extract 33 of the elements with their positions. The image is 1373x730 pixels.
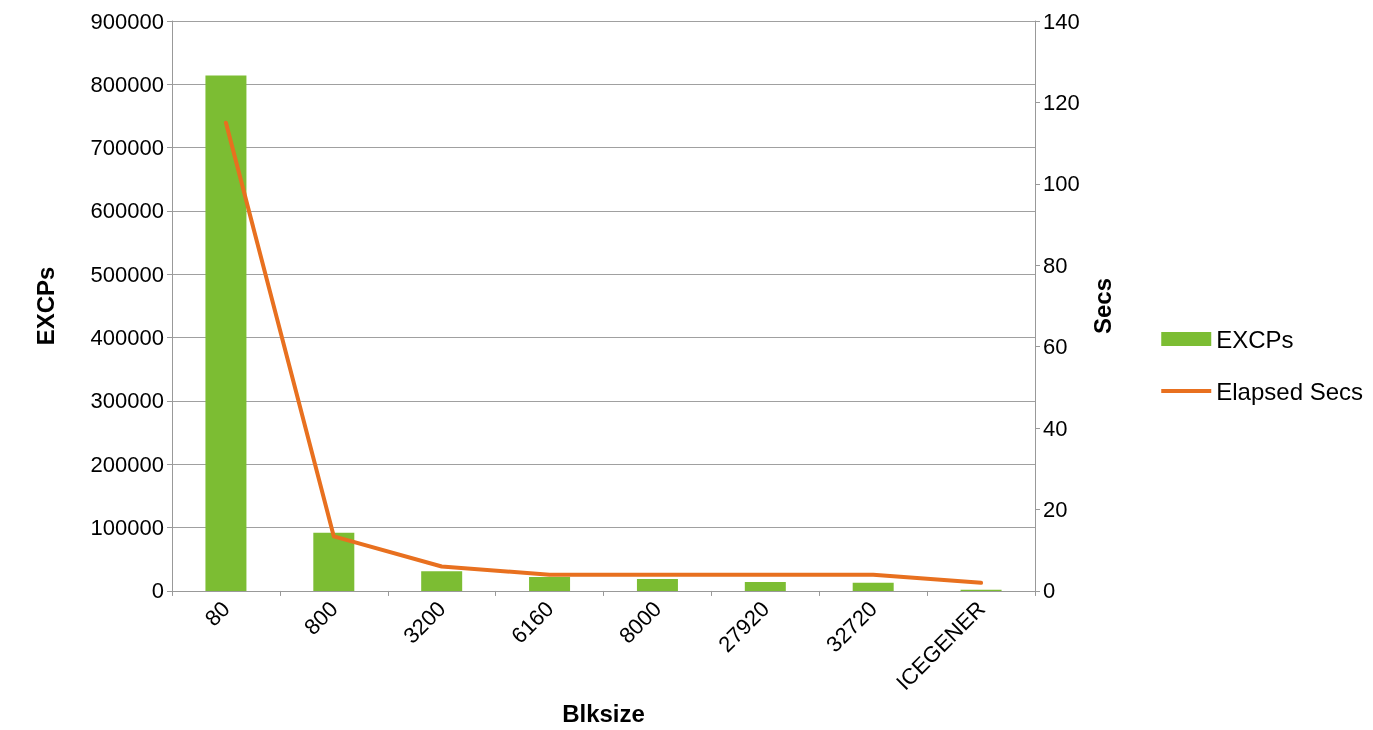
- y2-tick-label: 20: [1043, 497, 1068, 523]
- y2-axis-title: Secs: [1089, 277, 1117, 334]
- y-tick-label: 500000: [90, 261, 164, 287]
- y-tick-label: 800000: [90, 71, 164, 97]
- x-tick-label: 80: [199, 596, 235, 632]
- line-series: [223, 120, 984, 585]
- y-axis-title: EXCPs: [31, 266, 59, 346]
- y-tick-label: 0: [151, 578, 164, 604]
- legend-label: EXCPs: [1216, 325, 1294, 353]
- y-tick-label: 400000: [90, 325, 164, 351]
- legend-label: Elapsed Secs: [1216, 377, 1364, 405]
- y-tick-label: 200000: [90, 451, 164, 477]
- y-tick-label: 100000: [90, 515, 164, 541]
- bar: [205, 75, 247, 591]
- bar: [852, 582, 894, 591]
- y2-tick-label: 120: [1043, 89, 1080, 115]
- y-tick-label: 600000: [90, 198, 164, 224]
- y2-tick-label: 140: [1043, 8, 1080, 34]
- bar: [421, 571, 463, 591]
- y2-tick-label: 0: [1043, 578, 1056, 604]
- y2-tick-label: 100: [1043, 171, 1080, 197]
- y2-tick-label: 40: [1043, 415, 1068, 441]
- bar: [313, 532, 355, 591]
- x-tick-label: 800: [299, 596, 343, 640]
- y2-tick-label: 80: [1043, 252, 1068, 278]
- bar: [529, 577, 571, 591]
- bar: [744, 582, 786, 591]
- y-tick-label: 700000: [90, 135, 164, 161]
- y2-tick-label: 60: [1043, 334, 1068, 360]
- y-tick-label: 900000: [90, 8, 164, 34]
- x-axis-title: Blksize: [562, 699, 645, 727]
- bar: [636, 578, 678, 591]
- y-tick-label: 300000: [90, 388, 164, 414]
